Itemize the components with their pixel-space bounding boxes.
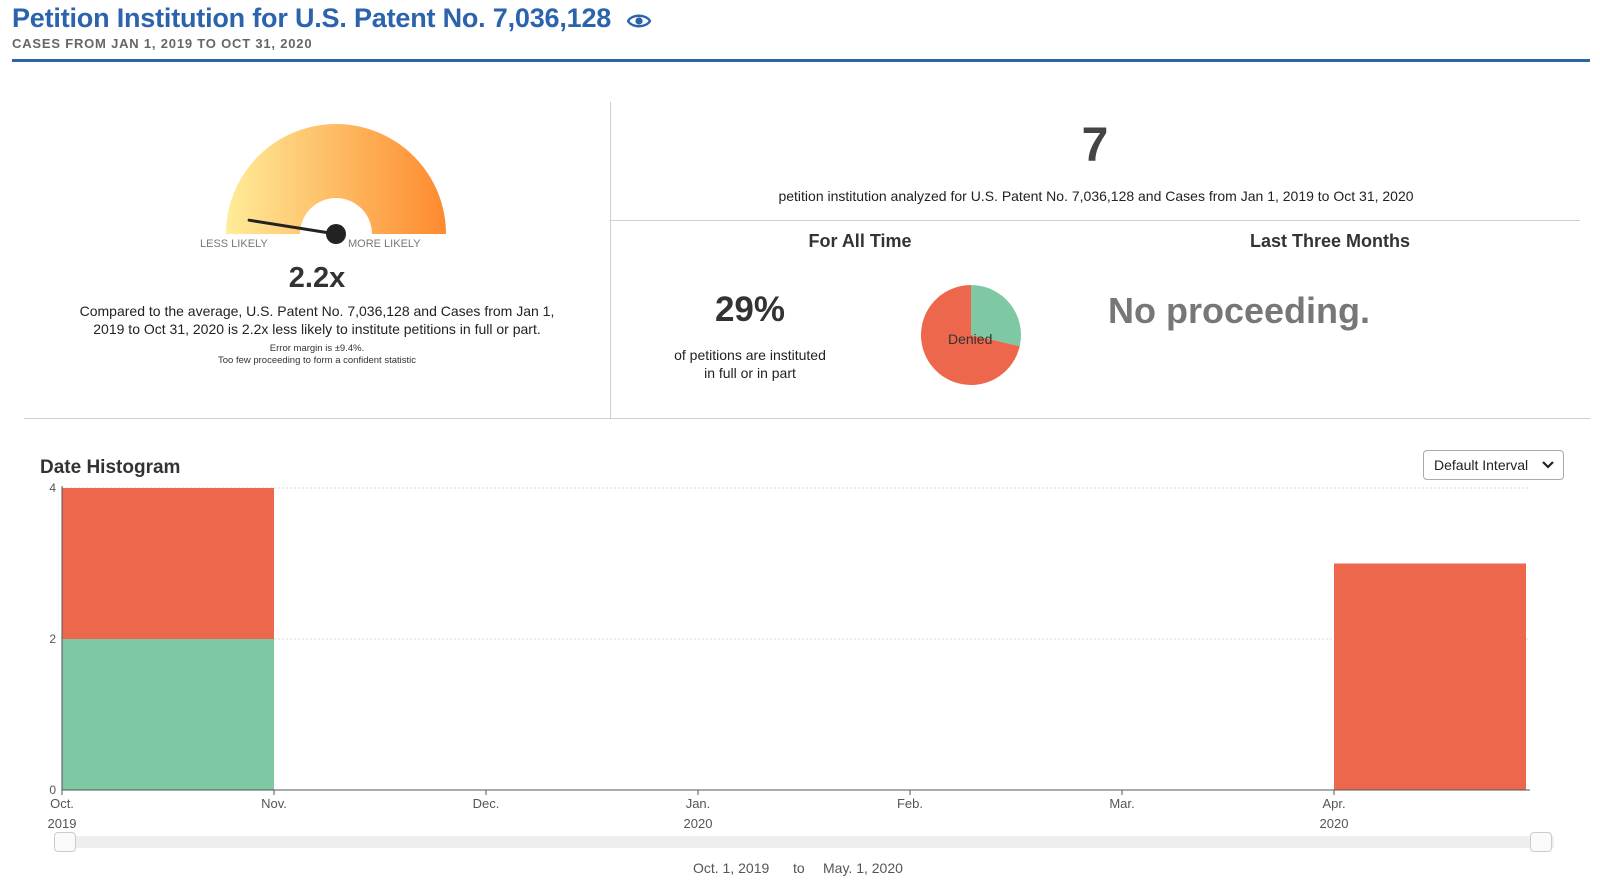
summary-divider (611, 220, 1580, 221)
histogram-title: Date Histogram (40, 457, 181, 478)
section-divider (24, 418, 1590, 419)
vertical-divider (610, 102, 611, 418)
x-tick-month: Apr. (1322, 796, 1345, 811)
likelihood-ratio: 2.2x (288, 262, 346, 294)
chevron-down-icon (1542, 461, 1554, 469)
x-tick-year: 2019 (48, 816, 77, 831)
likelihood-panel: LESS LIKELY MORE LIKELY 2.2x Compared to… (24, 102, 610, 418)
gauge-needle (247, 218, 338, 236)
error-margin-note: Error margin is ±9.4%. (269, 343, 365, 354)
x-tick-month: Dec. (473, 796, 500, 811)
date-range-slider[interactable] (60, 836, 1554, 848)
gauge-hub (326, 224, 346, 244)
x-tick-month: Oct. (50, 796, 74, 811)
x-tick-year: 2020 (684, 816, 713, 831)
gauge-arc (226, 124, 446, 234)
range-to-word: to (793, 860, 805, 876)
less-likely-label: LESS LIKELY (200, 238, 268, 250)
x-tick-month: Nov. (261, 796, 287, 811)
bar-denied (62, 488, 274, 639)
x-tick-month: Mar. (1109, 796, 1134, 811)
page-header: Petition Institution for U.S. Patent No.… (12, 0, 1590, 62)
institution-percent: 29% (714, 290, 786, 329)
page-title: Petition Institution for U.S. Patent No.… (12, 3, 612, 33)
y-tick-label: 4 (49, 481, 56, 495)
confidence-note: Too few proceeding to form a confident s… (217, 355, 417, 366)
comparison-text: Compared to the average, U.S. Patent No.… (79, 303, 555, 337)
for-all-time-heading: For All Time (808, 231, 912, 251)
petition-count-description: petition institution analyzed for U.S. P… (778, 188, 1414, 204)
range-end-date: May. 1, 2020 (823, 860, 903, 876)
page-subtitle: CASES FROM JAN 1, 2019 TO OCT 31, 2020 (12, 36, 313, 51)
no-proceeding-message: No proceeding. (1108, 290, 1371, 331)
bar-instituted (62, 639, 274, 790)
range-end-handle[interactable] (1530, 832, 1552, 852)
pie-slice-denied (921, 285, 1020, 385)
eye-icon[interactable] (627, 13, 652, 29)
institution-percent-description: of petitions are instituted in full or i… (674, 347, 826, 381)
institution-pie-chart: Denied (921, 285, 1022, 385)
y-tick-label: 2 (49, 632, 56, 646)
likelihood-gauge (226, 124, 446, 244)
petition-count: 7 (1081, 119, 1109, 172)
bar-denied (1334, 563, 1526, 790)
more-likely-label: MORE LIKELY (348, 238, 421, 250)
x-tick-month: Feb. (897, 796, 923, 811)
pie-slice-instituted (971, 285, 1022, 347)
range-start-date: Oct. 1, 2019 (693, 860, 770, 876)
title-row: Petition Institution for U.S. Patent No.… (12, 3, 652, 34)
x-tick-month: Jan. (686, 796, 711, 811)
y-tick-label: 0 (49, 783, 56, 797)
date-histogram-chart: 0 2 4 Oct. 2019 Nov. Dec. Jan. 2020 Feb. Mar. Apr. 2… (48, 481, 1530, 831)
x-tick-year: 2020 (1320, 816, 1349, 831)
pie-denied-label: Denied (948, 331, 992, 347)
interval-select[interactable]: Default Interval (1423, 450, 1564, 480)
last-three-months-heading: Last Three Months (1249, 231, 1410, 251)
range-start-handle[interactable] (54, 832, 76, 852)
interval-select-value: Default Interval (1434, 457, 1529, 473)
